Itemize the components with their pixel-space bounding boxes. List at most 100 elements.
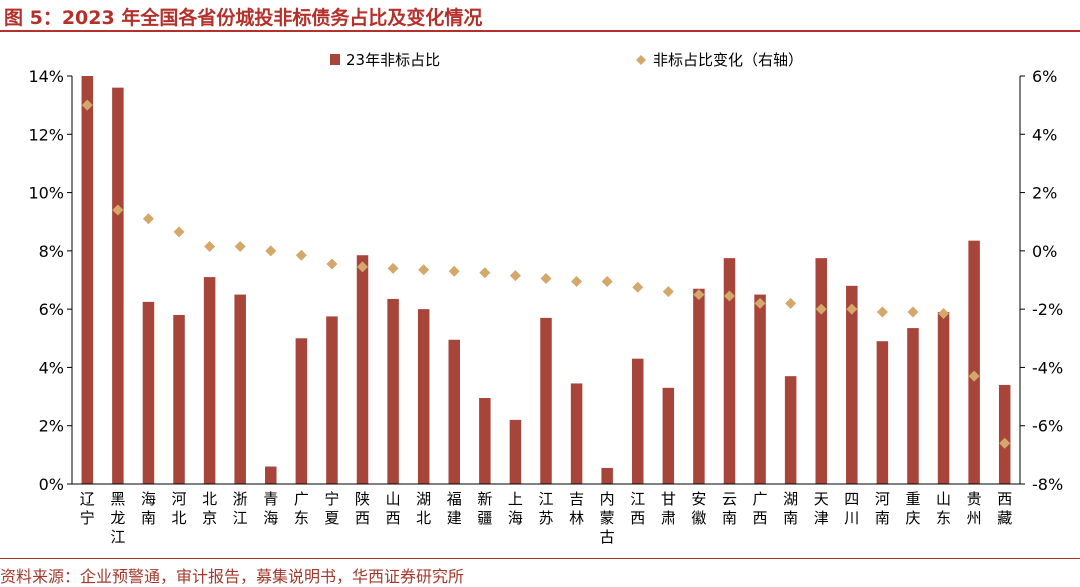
- bar: [968, 240, 980, 484]
- category-label: 河南: [875, 490, 890, 527]
- category-label: 贵州: [967, 490, 982, 527]
- category-label: 江西: [630, 490, 645, 527]
- legend: 23年非标占比 非标占比变化（右轴）: [330, 51, 803, 69]
- bar: [693, 288, 705, 484]
- legend-bar-label: 23年非标占比: [346, 51, 440, 69]
- category-label: 陕西: [355, 490, 370, 527]
- bar: [998, 384, 1011, 484]
- category-label: 江苏: [538, 490, 553, 527]
- category-label: 内蒙古: [600, 490, 615, 546]
- bar: [907, 328, 919, 484]
- marker-series: [81, 99, 1011, 449]
- bar: [417, 309, 430, 484]
- diamond-marker: [295, 249, 307, 261]
- diamond-marker: [357, 261, 369, 273]
- right-tick-label: -2%: [1032, 300, 1063, 319]
- category-label: 安徽: [691, 490, 706, 527]
- bar: [815, 258, 827, 484]
- legend-bar-swatch: [330, 54, 340, 65]
- diamond-marker: [876, 306, 888, 318]
- bar: [631, 358, 644, 484]
- right-tick-label: -4%: [1032, 358, 1063, 377]
- category-label: 海南: [141, 490, 156, 527]
- bar: [509, 419, 522, 484]
- right-tick-label: 6%: [1032, 67, 1057, 86]
- bar: [295, 338, 308, 484]
- category-label: 山西: [386, 490, 401, 527]
- title-divider: [0, 30, 1080, 32]
- left-tick-label: 0%: [39, 475, 64, 494]
- category-label: 辽宁: [80, 490, 95, 527]
- diamond-marker: [571, 275, 583, 287]
- bar: [570, 383, 583, 484]
- bar: [846, 285, 858, 484]
- diamond-marker: [387, 262, 399, 274]
- category-label: 宁夏: [324, 490, 339, 527]
- category-label: 云南: [722, 490, 737, 527]
- right-tick-label: -8%: [1032, 475, 1063, 494]
- diamond-marker: [662, 286, 674, 298]
- category-label: 青海: [263, 490, 278, 527]
- diamond-marker: [173, 226, 185, 238]
- bar: [112, 87, 124, 485]
- bar: [754, 294, 766, 484]
- source-note: 资料来源：企业预警通，审计报告，募集说明书，华西证券研究所: [0, 567, 465, 586]
- diamond-marker: [785, 297, 797, 309]
- diamond-marker: [846, 303, 858, 315]
- right-y-axis: -8% -6% -4% -2% 0% 2% 4% 6%: [1019, 67, 1063, 494]
- diamond-marker: [418, 264, 430, 276]
- diamond-marker: [723, 290, 735, 302]
- diamond-marker: [479, 267, 491, 279]
- diamond-marker: [632, 281, 644, 293]
- bar: [937, 312, 950, 484]
- legend-marker-label: 非标占比变化（右轴）: [653, 51, 803, 69]
- legend-diamond-swatch: [636, 55, 646, 65]
- bar: [81, 76, 94, 484]
- diamond-marker: [265, 245, 277, 257]
- category-label: 福建: [447, 490, 462, 527]
- category-label: 浙江: [233, 490, 248, 527]
- diamond-marker: [815, 303, 827, 315]
- diamond-marker: [142, 213, 154, 225]
- left-tick-label: 4%: [39, 358, 64, 377]
- right-tick-label: 0%: [1032, 242, 1057, 261]
- bar: [876, 341, 889, 484]
- diamond-marker: [112, 204, 124, 216]
- diamond-marker: [968, 370, 980, 382]
- category-label: 甘肃: [661, 490, 676, 527]
- left-y-axis: 0% 2% 4% 6% 8% 10% 12% 14%: [28, 67, 73, 494]
- diamond-marker: [234, 240, 246, 252]
- category-label: 吉林: [569, 490, 584, 527]
- figure-title: 图 5：2023 年全国各省份城投非标债务占比及变化情况: [4, 7, 483, 29]
- bar: [173, 314, 185, 484]
- category-label: 广西: [753, 490, 768, 527]
- left-tick-label: 6%: [39, 300, 64, 319]
- diamond-marker: [509, 270, 521, 282]
- bar: [142, 301, 155, 484]
- category-label: 西藏: [997, 490, 1012, 527]
- category-label: 四川: [844, 490, 859, 527]
- diamond-marker: [601, 275, 613, 287]
- category-label: 重庆: [905, 490, 920, 527]
- bar-scatter-chart: 23年非标占比 非标占比变化（右轴） 0% 2% 4% 6% 8% 10% 12% 14% -8…: [28, 51, 1063, 546]
- category-label: 北京: [202, 490, 217, 527]
- diamond-marker: [999, 437, 1011, 449]
- bar: [203, 277, 216, 484]
- bar: [479, 398, 491, 484]
- diamond-marker: [448, 265, 460, 277]
- left-tick-label: 8%: [39, 242, 64, 261]
- category-label: 上海: [508, 490, 523, 527]
- diamond-marker: [326, 258, 338, 270]
- left-tick-label: 2%: [39, 417, 64, 436]
- bar: [265, 466, 277, 484]
- right-tick-label: 4%: [1032, 125, 1057, 144]
- bar: [784, 376, 797, 484]
- right-tick-label: -6%: [1032, 417, 1063, 436]
- diamond-marker: [938, 308, 950, 320]
- diamond-marker: [540, 273, 552, 285]
- bar: [326, 316, 338, 484]
- bar-series: [81, 76, 1011, 485]
- left-tick-label: 10%: [28, 184, 64, 203]
- bar: [662, 387, 675, 484]
- category-label: 黑龙江: [110, 490, 125, 546]
